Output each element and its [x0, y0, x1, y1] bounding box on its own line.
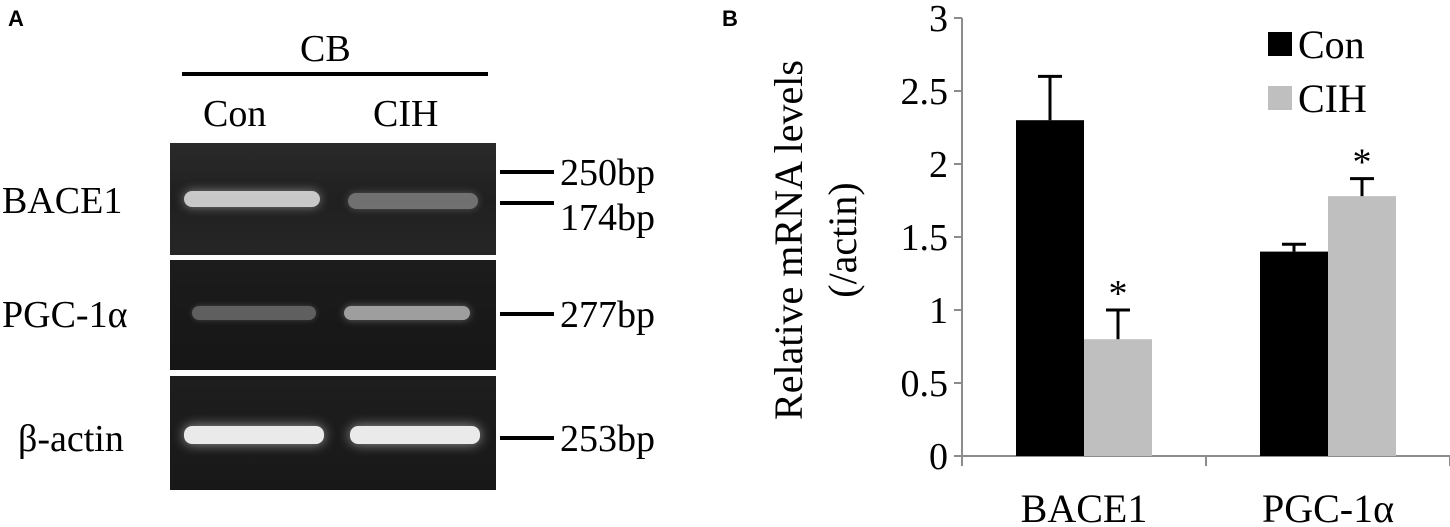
legend-label-cih: CIH — [1298, 76, 1367, 121]
band-actin-cih — [350, 426, 480, 444]
band-actin-con — [184, 426, 324, 444]
band-bace1-con — [184, 191, 320, 207]
gel-row-label-pgc1a: PGC-1α — [2, 294, 128, 336]
y-tick-label: 0 — [929, 436, 948, 478]
bar-cih-1 — [1328, 196, 1396, 456]
gel-group-label: CB — [300, 28, 351, 70]
gel-strip-bace1 — [170, 143, 496, 255]
bar-con-0 — [1016, 120, 1084, 456]
band-pgc1a-cih — [344, 306, 470, 320]
marker-line-174bp — [500, 201, 554, 205]
marker-line-253bp — [500, 436, 554, 440]
legend-label-con: Con — [1298, 22, 1365, 67]
marker-label-174bp: 174bp — [560, 197, 655, 239]
band-bace1-cih — [348, 193, 478, 209]
legend-swatch-cih — [1268, 86, 1292, 110]
y-tick-label: 0.5 — [901, 363, 949, 405]
legend-swatch-con — [1268, 32, 1292, 56]
gel-row-label-bace1: BACE1 — [2, 180, 123, 222]
marker-label-277bp: 277bp — [560, 294, 655, 336]
lane-label-cih: CIH — [373, 93, 439, 135]
marker-label-253bp: 253bp — [560, 418, 655, 460]
gel-strip-beta-actin — [170, 376, 496, 490]
gel-strip-pgc1a — [170, 260, 496, 370]
panel-b-letter: B — [722, 6, 738, 31]
x-tick-label: PGC-1α — [1262, 486, 1394, 527]
marker-label-250bp: 250bp — [560, 152, 655, 194]
gel-group-bar — [182, 72, 488, 76]
lane-label-con: Con — [203, 93, 267, 135]
y-tick-label: 3 — [929, 0, 948, 40]
marker-line-277bp — [500, 312, 554, 316]
band-pgc1a-con — [192, 306, 316, 320]
y-axis-title-line1: Relative mRNA levels — [766, 60, 811, 420]
y-tick-label: 2 — [929, 144, 948, 186]
x-tick-label: BACE1 — [1021, 486, 1148, 527]
significance-marker: * — [1353, 142, 1372, 184]
y-axis-title-line2: (/actin) — [820, 182, 865, 298]
significance-marker: * — [1109, 273, 1128, 315]
marker-line-250bp — [500, 170, 554, 174]
bar-cih-0 — [1084, 339, 1152, 456]
gel-row-label-beta-actin: β-actin — [18, 418, 124, 460]
y-tick-label: 1 — [929, 290, 948, 332]
panel-a-letter: A — [8, 6, 24, 31]
y-tick-label: 1.5 — [901, 217, 949, 259]
bar-con-1 — [1260, 251, 1328, 456]
y-tick-label: 2.5 — [901, 71, 949, 113]
